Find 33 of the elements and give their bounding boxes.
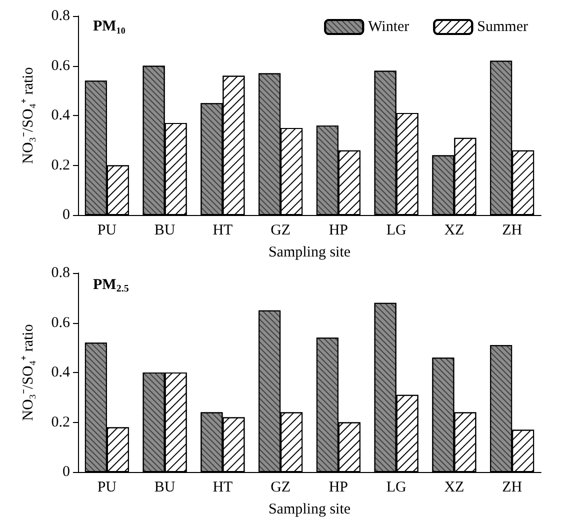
x-tick-label: XZ — [444, 480, 464, 496]
x-tick-label: ZH — [502, 480, 522, 496]
x-tick-label: GZ — [270, 480, 291, 496]
chart-title: PM₁₀ — [93, 18, 126, 34]
y-axis-title: NO₃⁻/SO₄⁺ ratio — [20, 324, 36, 421]
x-tick-label: LG — [386, 222, 406, 238]
y-axis-title: NO₃⁻/SO₄⁺ ratio — [20, 67, 36, 164]
x-tick-label: XZ — [444, 222, 464, 238]
y-tick-label: 0.8 — [51, 8, 70, 24]
y-tick-label: 0.2 — [51, 157, 70, 174]
x-tick-label: HP — [328, 222, 348, 238]
x-tick-label: GZ — [270, 222, 291, 238]
y-tick-label: 0 — [62, 207, 70, 223]
x-tick-label: HP — [328, 480, 348, 496]
x-axis-title: Sampling site — [268, 244, 351, 260]
x-axis-title: Sampling site — [268, 502, 351, 518]
x-tick-label: BU — [154, 222, 176, 238]
legend-label: Winter — [368, 19, 410, 35]
x-tick-label: HT — [212, 480, 233, 496]
y-tick-label: 0.4 — [51, 364, 70, 380]
x-tick-label: ZH — [502, 222, 522, 238]
y-tick-label: 0 — [62, 464, 70, 480]
y-tick-label: 0.6 — [51, 314, 70, 331]
y-tick-label: 0.8 — [51, 265, 70, 281]
x-tick-label: PU — [97, 480, 117, 496]
x-tick-label: BU — [154, 480, 176, 496]
x-tick-label: PU — [97, 222, 117, 238]
x-tick-label: LG — [386, 480, 406, 496]
legend-label: Summer — [477, 19, 528, 35]
x-tick-label: HT — [212, 222, 233, 238]
y-tick-label: 0.6 — [51, 58, 70, 74]
y-tick-label: 0.4 — [51, 108, 70, 124]
y-tick-label: 0.2 — [51, 414, 70, 430]
